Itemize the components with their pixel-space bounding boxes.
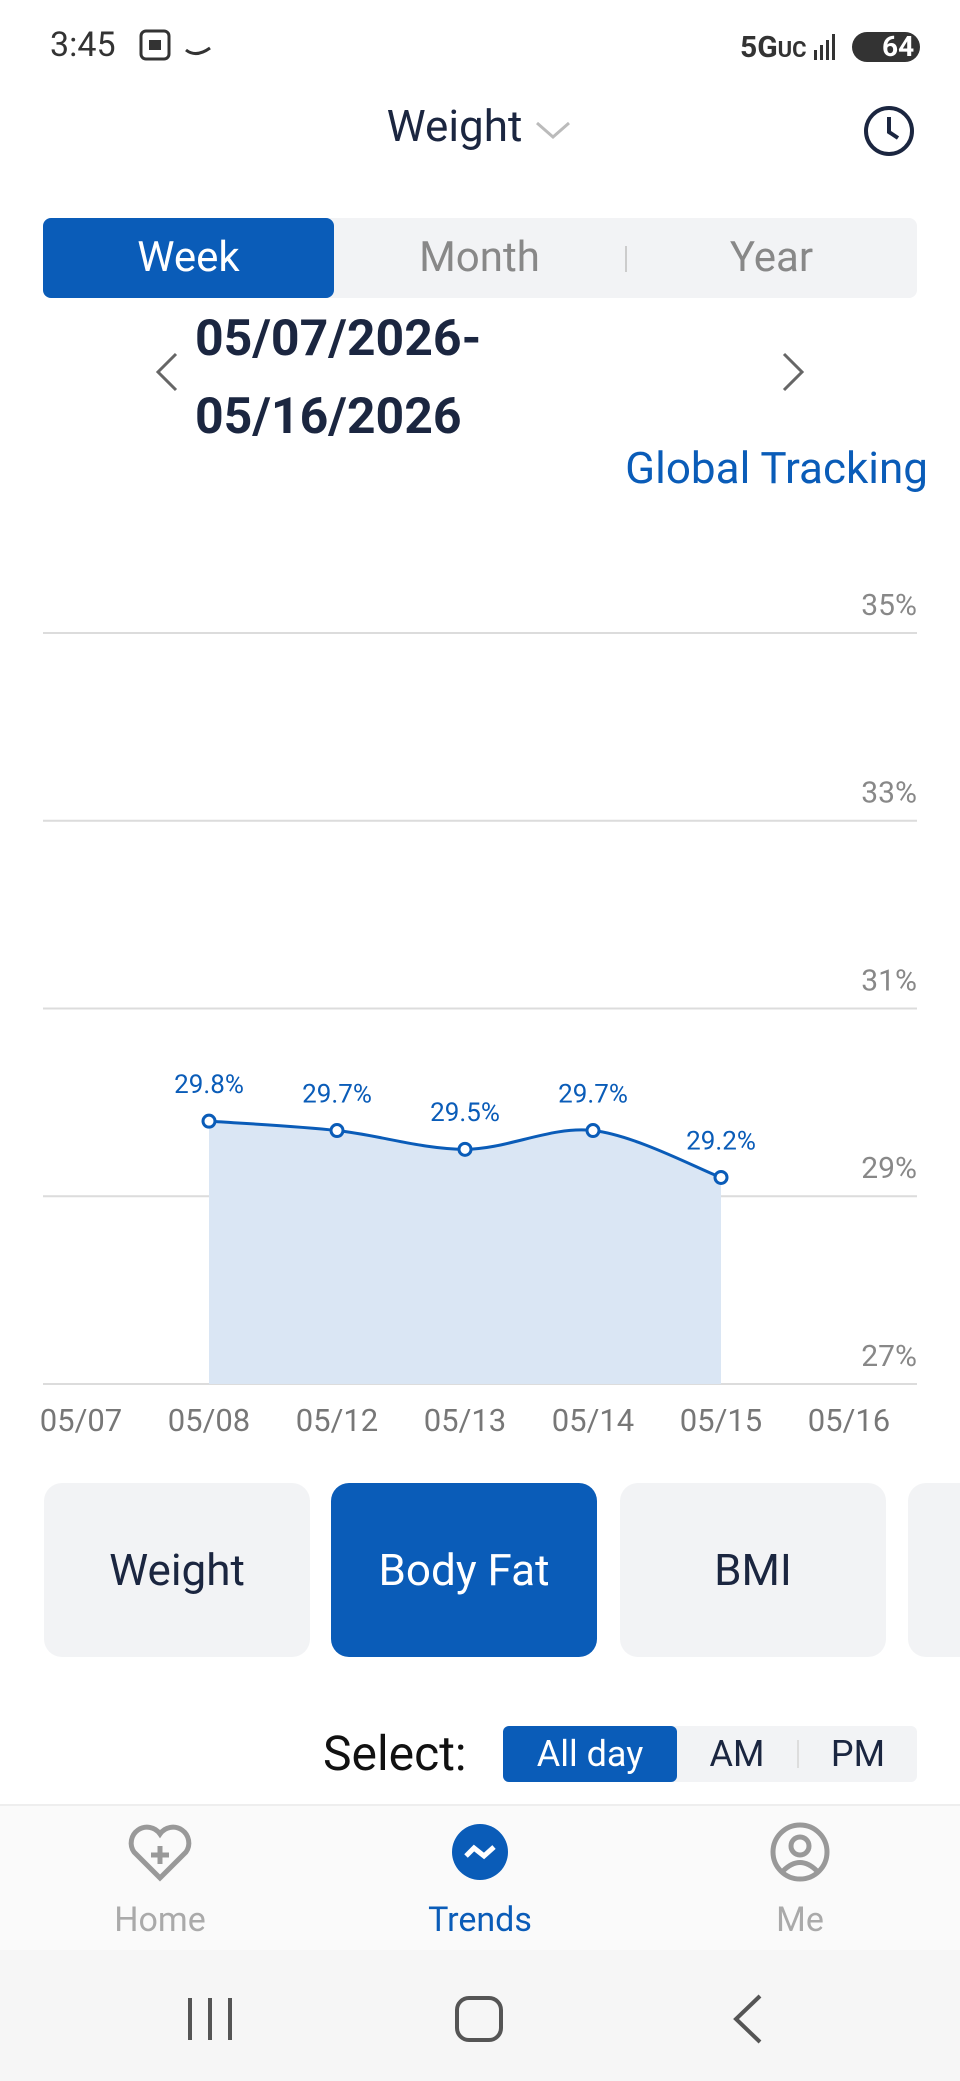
- metric-body-fat[interactable]: Body Fat: [331, 1483, 597, 1657]
- nav-trends[interactable]: Trends: [428, 1900, 532, 1940]
- y-tick-label: 31%: [861, 963, 917, 998]
- home-icon[interactable]: [126, 1820, 194, 1884]
- x-tick-label: 05/08: [168, 1402, 250, 1439]
- metric-weight[interactable]: Weight: [44, 1483, 310, 1657]
- x-tick-label: 05/14: [552, 1402, 634, 1439]
- tab-month[interactable]: Month: [419, 233, 540, 282]
- area-layer: [209, 1121, 721, 1384]
- y-tick-label: 29%: [861, 1151, 917, 1186]
- prev-button[interactable]: [152, 350, 182, 394]
- title-text: Weight: [386, 100, 523, 152]
- point: [585, 1123, 601, 1139]
- y-tick-label: 33%: [861, 776, 917, 811]
- nav-home[interactable]: Home: [114, 1900, 206, 1940]
- x-tick-label: 05/16: [808, 1402, 890, 1439]
- point: [713, 1169, 729, 1185]
- dropdown-icon: [536, 121, 571, 139]
- divider: [797, 1740, 799, 1768]
- value-label: 29.7%: [302, 1079, 372, 1109]
- system-buttons: [188, 1994, 762, 2044]
- area: [209, 1121, 721, 1384]
- nav-me[interactable]: Me: [776, 1900, 824, 1940]
- x-tick-label: 05/15: [680, 1402, 762, 1439]
- metric-bmi[interactable]: BMI: [620, 1483, 886, 1657]
- next-button[interactable]: [778, 350, 808, 394]
- value-label: 29.7%: [558, 1079, 628, 1109]
- history-button[interactable]: [862, 104, 916, 158]
- option-pm[interactable]: PM: [830, 1733, 886, 1775]
- date-range: 05/07/2026- 05/16/2026: [195, 300, 481, 456]
- select-label: Select:: [323, 1725, 467, 1782]
- y-tick-label: 35%: [861, 588, 917, 623]
- network-type: 5G: [740, 30, 778, 65]
- value-label: 29.2%: [686, 1126, 756, 1156]
- me-icon[interactable]: [770, 1822, 830, 1882]
- tab-year[interactable]: Year: [729, 233, 814, 282]
- point: [329, 1123, 345, 1139]
- signal-battery: [814, 32, 920, 62]
- status-time: 3:45: [50, 25, 116, 65]
- x-tick-label: 05/07: [40, 1402, 122, 1439]
- point: [457, 1141, 473, 1157]
- option-all-day[interactable]: All day: [503, 1726, 677, 1782]
- value-label: 29.8%: [174, 1070, 244, 1100]
- network-sub: UC: [777, 38, 807, 63]
- y-tick-label: 27%: [861, 1339, 917, 1374]
- system-nav: [0, 1950, 960, 2081]
- status-icons: [139, 29, 211, 61]
- date-end: 05/16/2026: [195, 388, 462, 446]
- period-tabs: Week Month Year: [43, 218, 917, 298]
- point: [201, 1113, 217, 1129]
- metric-more[interactable]: [908, 1483, 960, 1657]
- date-start: 05/07/2026-: [195, 310, 482, 368]
- header-title[interactable]: Weight: [0, 100, 960, 152]
- battery: 64: [882, 30, 915, 63]
- network: 5GUC: [740, 30, 807, 65]
- value-label: 29.5%: [430, 1098, 500, 1128]
- divider: [625, 246, 627, 272]
- x-tick-label: 05/13: [424, 1402, 506, 1439]
- option-am[interactable]: AM: [709, 1733, 765, 1775]
- global-tracking-link[interactable]: Global Tracking: [625, 442, 928, 494]
- trends-icon[interactable]: [450, 1822, 510, 1882]
- chart: 27% 29% 31% 33% 35% 05/07 05/08 05/12 05/13 05/14…: [40, 588, 917, 1439]
- tab-week[interactable]: Week: [43, 218, 334, 298]
- x-tick-label: 05/12: [296, 1402, 378, 1439]
